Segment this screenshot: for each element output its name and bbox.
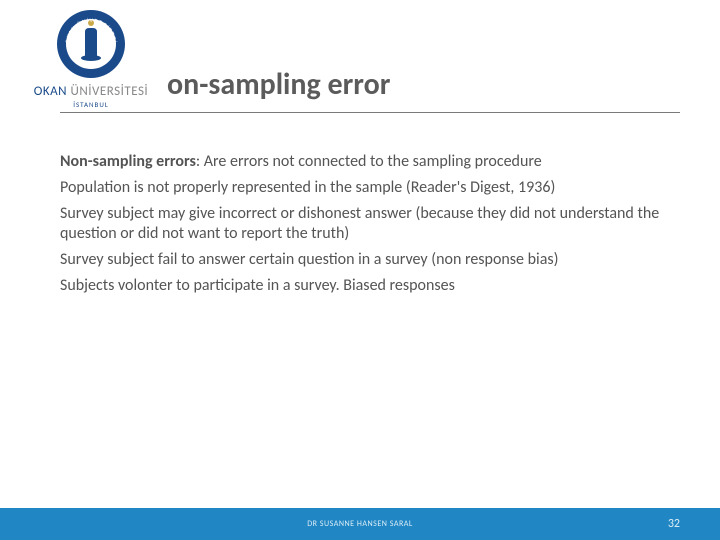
university-seal-icon: OKAN ÜNİVERSİTESİ · İSTANBUL · <box>55 8 127 80</box>
logo-block: OKAN ÜNİVERSİTESİ · İSTANBUL · OKAN ÜNİV… <box>16 8 166 109</box>
bullet-2: Survey subject may give incorrect or dis… <box>60 204 670 244</box>
page-number: 32 <box>668 517 680 531</box>
definition-line: Non-sampling errors: Are errors not conn… <box>60 152 670 172</box>
definition-text: : Are errors not connected to the sampli… <box>196 152 542 171</box>
footer-bar: DR SUSANNE HANSEN SARAL 32 <box>0 508 720 540</box>
logo-subtext: İSTANBUL <box>16 100 166 109</box>
bullet-4: Subjects volonter to participate in a su… <box>60 276 670 296</box>
slide-body: Non-sampling errors: Are errors not conn… <box>60 152 670 302</box>
logo-brand-word: ÜNİVERSİTESİ <box>71 84 149 99</box>
logo-wordmark: OKAN ÜNİVERSİTESİ <box>16 84 166 99</box>
title-divider <box>60 112 680 113</box>
slide-title: on-sampling error <box>167 66 390 103</box>
definition-term: Non-sampling errors <box>60 152 196 171</box>
bullet-1: Population is not properly represented i… <box>60 178 670 198</box>
footer-author: DR SUSANNE HANSEN SARAL <box>307 519 413 529</box>
bullet-3: Survey subject fail to answer certain qu… <box>60 250 670 270</box>
logo-brand-prefix: OKAN <box>34 84 67 99</box>
